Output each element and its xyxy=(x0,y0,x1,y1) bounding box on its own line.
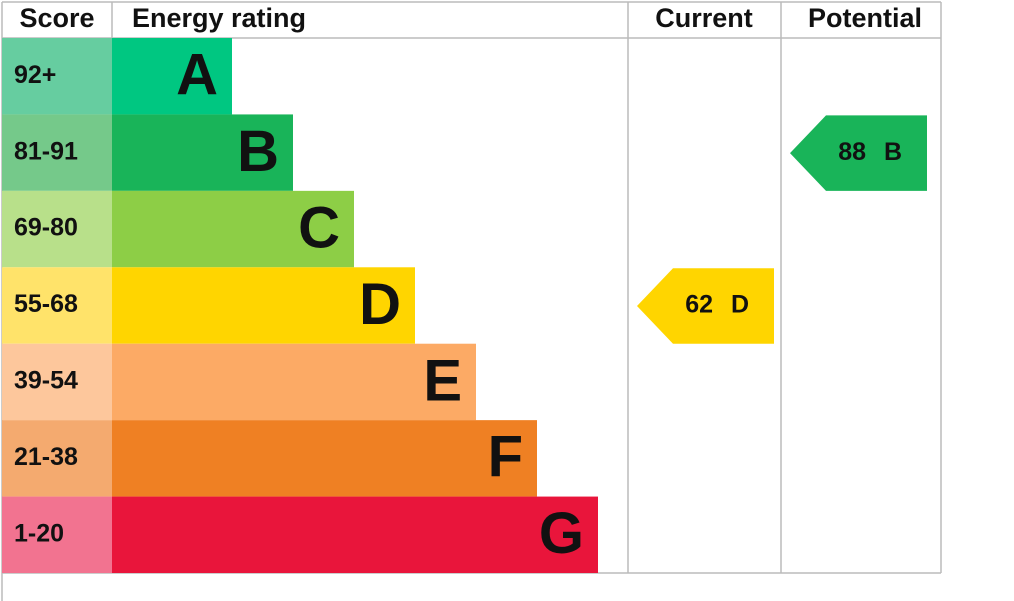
potential-arrow xyxy=(790,115,927,191)
current-value: 62 xyxy=(685,291,713,319)
score-cell xyxy=(2,420,112,497)
score-cell xyxy=(2,267,112,344)
score-label: 21-38 xyxy=(14,443,78,471)
potential-band: B xyxy=(884,138,902,166)
rating-letter: C xyxy=(298,195,340,260)
score-label: 69-80 xyxy=(14,214,78,242)
rating-letter: F xyxy=(488,425,523,490)
current-band: D xyxy=(731,291,749,319)
rating-bar xyxy=(112,496,598,573)
rating-letter: B xyxy=(237,119,279,184)
score-label: 1-20 xyxy=(14,519,64,547)
score-cell xyxy=(2,38,112,115)
rating-letter: A xyxy=(176,43,218,108)
rating-bar xyxy=(112,343,476,421)
rating-letter: D xyxy=(359,272,401,337)
rating-letter: G xyxy=(539,501,584,566)
header-rating: Energy rating xyxy=(132,3,306,33)
current-arrow xyxy=(637,268,774,344)
score-cell xyxy=(2,190,112,268)
score-label: 92+ xyxy=(14,61,56,89)
rating-letter: E xyxy=(423,348,462,413)
score-cell xyxy=(2,343,112,421)
score-label: 81-91 xyxy=(14,137,78,165)
rating-bar xyxy=(112,190,354,268)
score-label: 55-68 xyxy=(14,290,78,318)
potential-value: 88 xyxy=(838,138,866,166)
header-score: Score xyxy=(19,3,94,33)
score-label: 39-54 xyxy=(14,367,78,395)
rating-bar xyxy=(112,420,537,497)
rating-bar xyxy=(112,267,415,344)
header-current: Current xyxy=(655,3,753,33)
header-potential: Potential xyxy=(808,3,922,33)
score-cell xyxy=(2,114,112,191)
rating-bar xyxy=(112,114,293,191)
rating-bar xyxy=(112,38,232,115)
score-cell xyxy=(2,496,112,573)
